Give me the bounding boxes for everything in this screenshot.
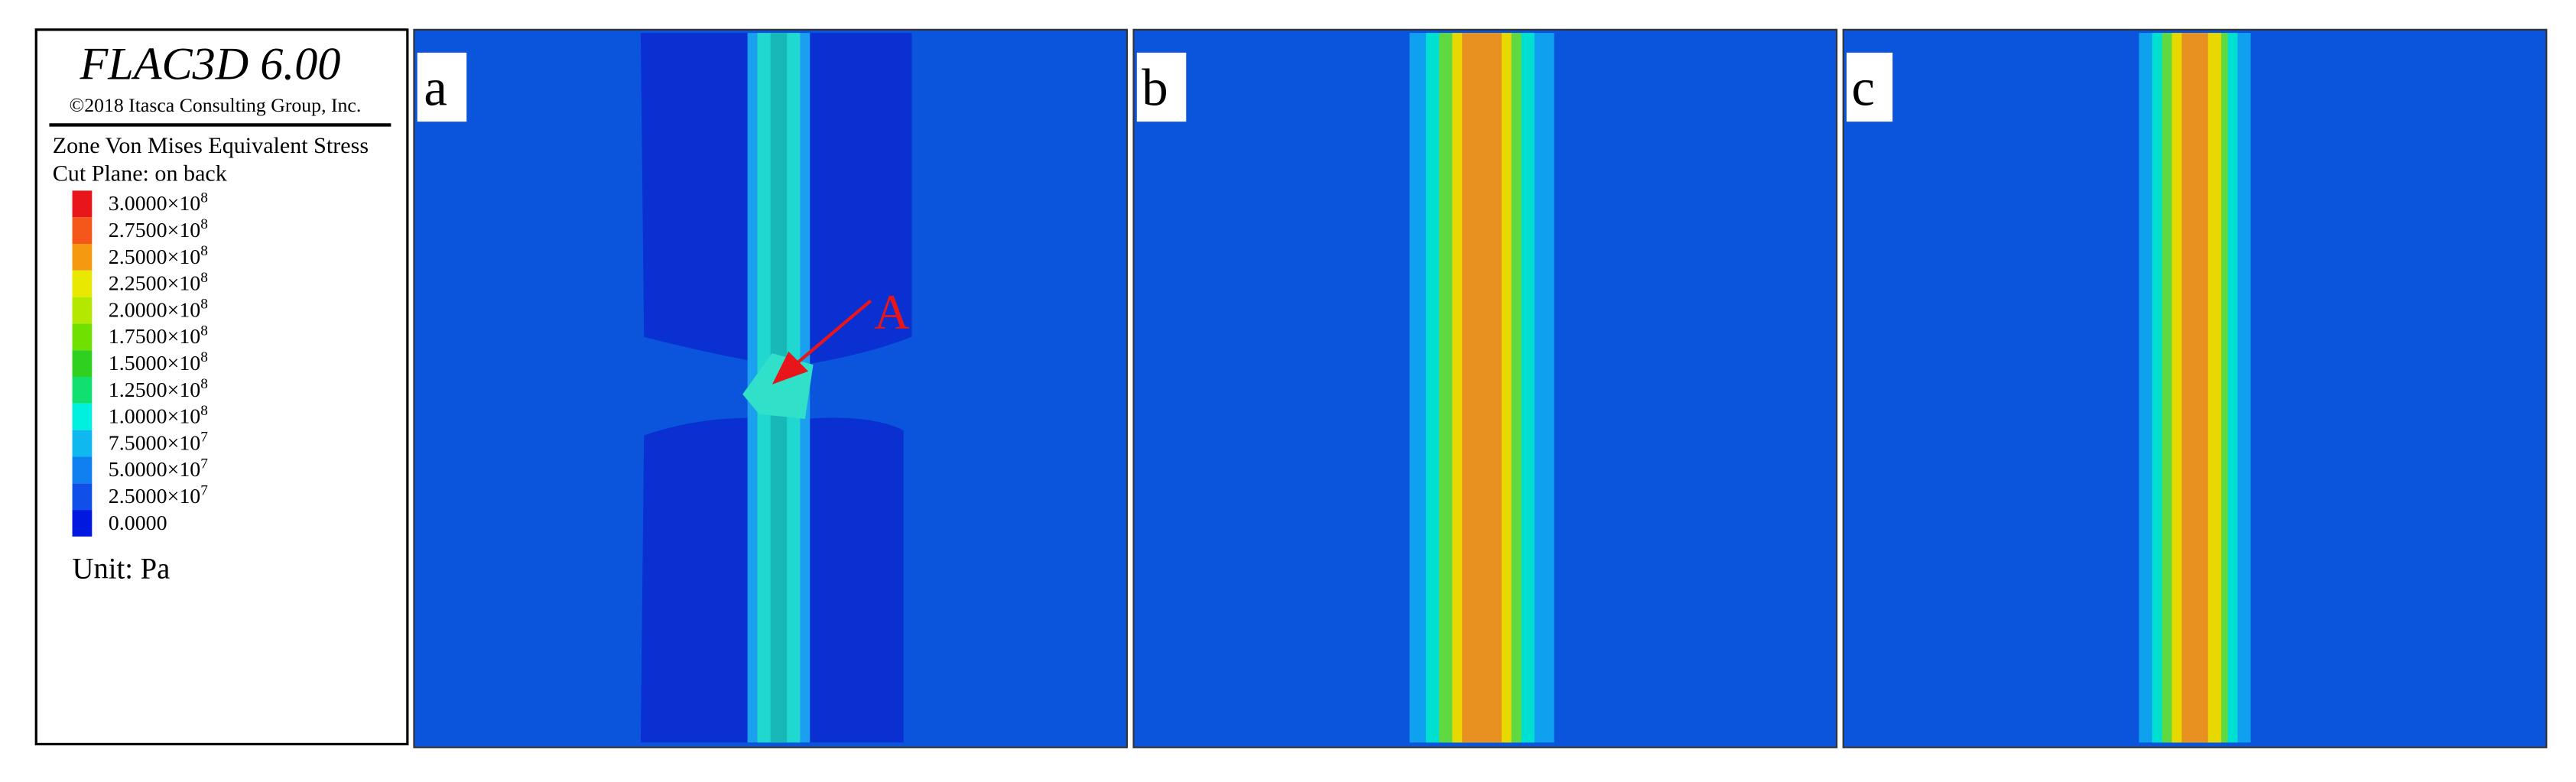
arrow-head <box>772 351 809 385</box>
legend-mantissa: 1.2500×10 <box>109 378 200 402</box>
legend-exponent: 8 <box>200 243 208 259</box>
legend-mantissa: 1.0000×10 <box>109 405 200 429</box>
stripe <box>1462 33 1502 743</box>
legend-mantissa: 5.0000×10 <box>109 458 200 482</box>
legend-label: 2.2500×108 <box>109 270 208 296</box>
legend-label: 2.7500×108 <box>109 216 208 242</box>
legend-exponent: 8 <box>200 376 208 392</box>
legend-swatch <box>72 297 93 324</box>
legend-swatch <box>72 350 93 378</box>
legend-mantissa: 3.0000×10 <box>109 192 200 216</box>
legend-exponent: 8 <box>200 323 208 339</box>
panel-label: a <box>424 59 447 117</box>
legend-swatch <box>72 190 93 218</box>
legend-label: 7.5000×107 <box>109 430 208 456</box>
label-box <box>1847 52 1893 122</box>
legend-exponent: 8 <box>200 297 208 313</box>
legend-exponent: 7 <box>200 482 208 498</box>
legend-label: 3.0000×108 <box>109 190 208 216</box>
legend-swatch <box>72 483 93 511</box>
legend-label: 1.7500×108 <box>109 323 208 349</box>
legend-swatch <box>72 270 93 297</box>
legend-exponent: 7 <box>200 430 208 446</box>
legend-label: 5.0000×107 <box>109 456 208 482</box>
legend-mantissa: 1.7500×10 <box>109 325 200 349</box>
legend-mantissa: 2.7500×10 <box>109 219 200 242</box>
legend-label: 1.5000×108 <box>109 349 208 375</box>
legend-box <box>34 28 409 746</box>
legend-swatch <box>72 217 93 244</box>
legend-exponent: 7 <box>200 456 208 472</box>
legend-swatch <box>72 403 93 430</box>
legend-unit: Unit: Pa <box>73 553 171 585</box>
stripe <box>2181 33 2208 743</box>
legend-swatch <box>72 456 93 484</box>
legend-quantity: Zone Von Mises Equivalent Stress <box>53 132 369 158</box>
legend-swatch <box>72 243 93 271</box>
legend-swatch <box>72 377 93 404</box>
legend-exponent: 8 <box>200 216 208 232</box>
legend-mantissa: 2.5000×10 <box>109 245 200 269</box>
legend-mantissa: 2.0000×10 <box>109 298 200 322</box>
annotation: A <box>874 285 910 339</box>
legend-cut-plane: Cut Plane: on back <box>53 160 228 186</box>
legend-mantissa: 1.5000×10 <box>109 352 200 375</box>
legend-label: 0.0000 <box>109 511 167 535</box>
legend-title: FLAC3D 6.00 <box>80 38 341 89</box>
legend-mantissa: 2.2500×10 <box>109 272 200 296</box>
label-box <box>1136 52 1187 122</box>
legend-exponent: 8 <box>200 349 208 365</box>
legend-exponent: 8 <box>200 270 208 286</box>
legend-swatch <box>72 430 93 457</box>
legend-exponent: 8 <box>200 403 208 419</box>
legend-mantissa: 2.5000×10 <box>109 485 200 508</box>
legend-mantissa: 7.5000×10 <box>109 431 200 455</box>
panel-label: c <box>1851 59 1875 117</box>
legend-label: 1.2500×108 <box>109 376 208 402</box>
panel-label: b <box>1142 59 1168 117</box>
legend-swatch <box>72 510 93 537</box>
legend-label: 2.0000×108 <box>109 297 208 323</box>
legend-exponent: 8 <box>200 190 208 206</box>
legend-label: 1.0000×108 <box>109 403 208 429</box>
legend-mantissa: 0.0000 <box>109 511 167 535</box>
panel-c: c <box>1842 28 2548 748</box>
legend-label: 2.5000×107 <box>109 482 208 508</box>
arrow <box>794 299 872 366</box>
legend-swatch <box>72 323 93 351</box>
panel-a: A a <box>413 28 1129 748</box>
panel-b: b <box>1132 28 1838 748</box>
legend-items: 3.0000×1082.7500×1082.5000×1082.2500×108… <box>72 190 208 537</box>
legend-copyright: ©2018 Itasca Consulting Group, Inc. <box>70 94 362 116</box>
legend-label: 2.5000×108 <box>109 243 208 269</box>
label-box <box>417 52 467 122</box>
